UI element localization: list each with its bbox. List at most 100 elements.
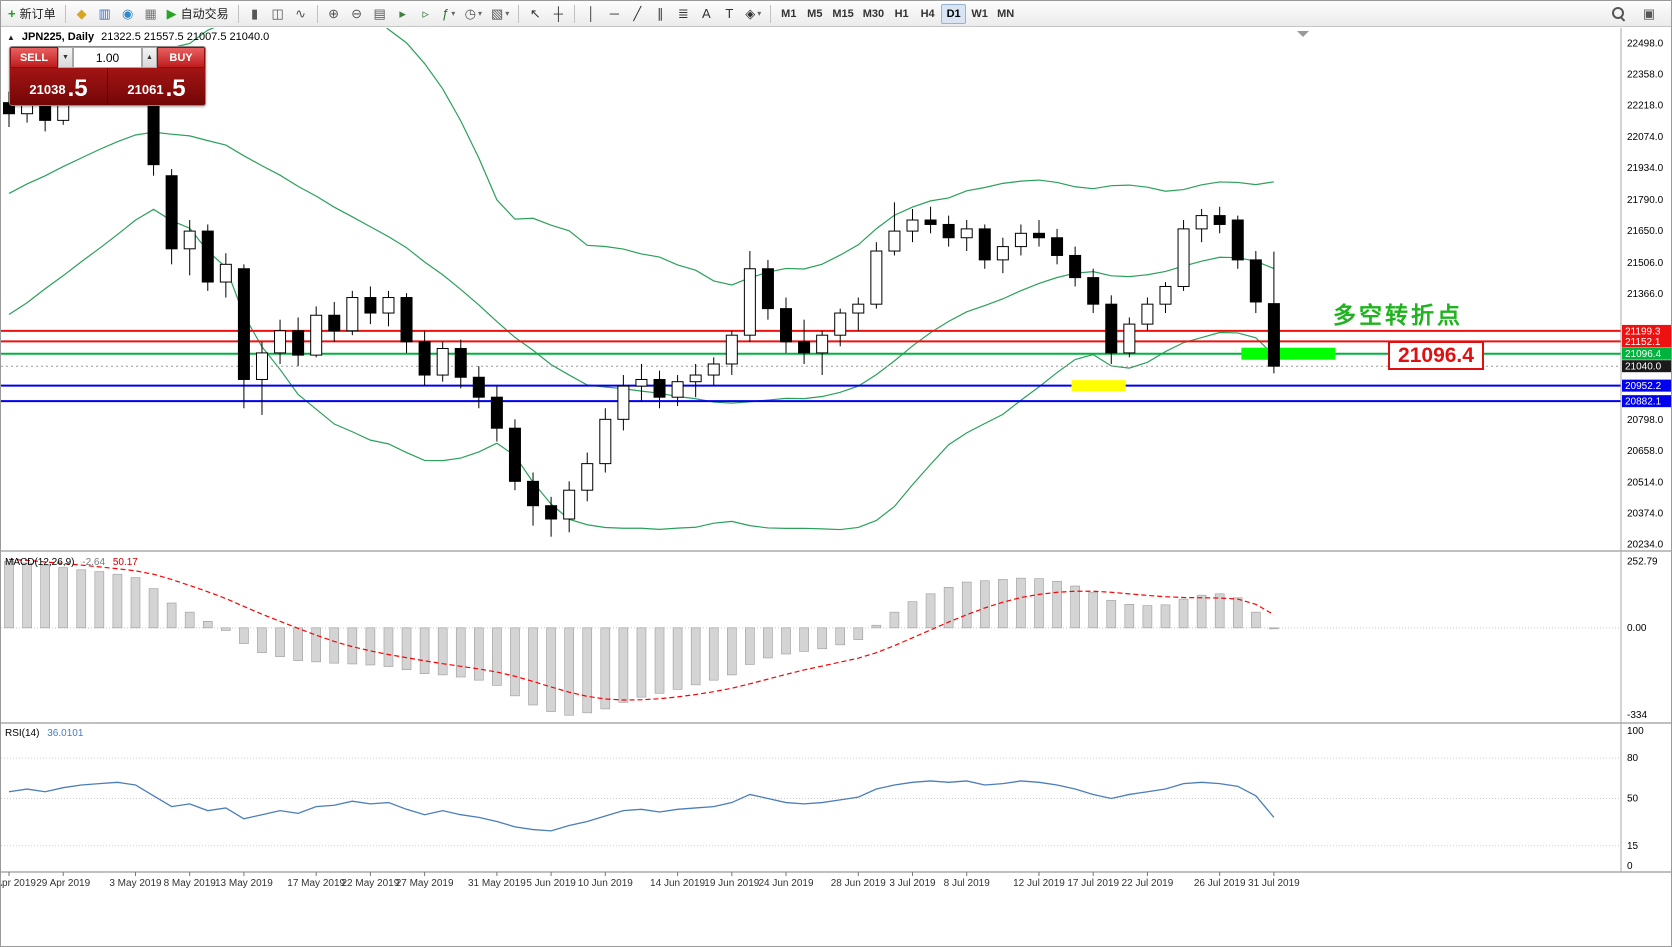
horizontal-line-icon: ─: [609, 6, 619, 21]
toolbar-separator: [770, 4, 772, 23]
svg-text:26 Jul 2019: 26 Jul 2019: [1194, 878, 1246, 889]
highlight-rects[interactable]: [1071, 347, 1336, 392]
one-click-collapse-arrow[interactable]: ▲: [7, 32, 15, 42]
trade-panel-prices: 21038 .5 21061 .5: [10, 68, 205, 105]
volume-down-button[interactable]: ▼: [58, 47, 73, 68]
chart-shift-marker[interactable]: [1297, 31, 1309, 37]
chart-canvas[interactable]: 22498.0 22358.0 22218.0 22074.0 21934.0 21790…: [1, 28, 1672, 947]
horizontal-line-button[interactable]: ─: [603, 3, 625, 25]
candlestick-chart-button[interactable]: ◫: [267, 3, 289, 25]
search-icon: [1611, 6, 1626, 21]
svg-text:22498.0: 22498.0: [1627, 38, 1664, 49]
timeframe-mn[interactable]: MN: [997, 7, 1015, 20]
main-toolbar: + 新订单 ◆ ▥ ◉ ▦ ▶ 自动交易 ▮ ◫ ∿ ⊕ ⊖ ▤ ▸ ▹ ƒ ▾ ◷ ▾ ▧ ▾ ↖ ┼ │ ─ ╱ ∥ ≣ A T ◈ ▾ M1…: [1, 1, 1671, 27]
svg-text:22358.0: 22358.0: [1627, 69, 1664, 80]
bar-chart-button[interactable]: ▮: [244, 3, 266, 25]
navigator-button[interactable]: ◉: [117, 3, 139, 25]
new-order-label: 新订单: [19, 7, 56, 21]
buy-button[interactable]: BUY: [157, 47, 205, 68]
svg-text:28 Jun 2019: 28 Jun 2019: [831, 878, 886, 889]
toolbar-right-group: ▣: [1607, 3, 1668, 25]
svg-text:10 Jun 2019: 10 Jun 2019: [578, 878, 633, 889]
market-watch-button[interactable]: ◆: [71, 3, 93, 25]
svg-text:20882.1: 20882.1: [1625, 397, 1662, 408]
svg-text:27 May 2019: 27 May 2019: [396, 878, 454, 889]
timeframe-h4[interactable]: H4: [920, 7, 935, 20]
svg-text:0.00: 0.00: [1627, 623, 1647, 634]
volume-up-button[interactable]: ▲: [142, 47, 157, 68]
vertical-line-icon: │: [587, 6, 596, 21]
data-window-button[interactable]: ▥: [94, 3, 116, 25]
volume-input[interactable]: [73, 47, 142, 68]
channel-button[interactable]: ∥: [649, 3, 671, 25]
indicators-button[interactable]: ƒ ▾: [438, 3, 460, 25]
annotation-turning-point[interactable]: 多空转折点: [1333, 302, 1463, 328]
shapes-icon: ◈: [745, 6, 756, 21]
svg-text:17 May 2019: 17 May 2019: [287, 878, 345, 889]
svg-text:19 Jun 2019: 19 Jun 2019: [704, 878, 759, 889]
timeframe-w1[interactable]: W1: [971, 7, 988, 20]
line-chart-button[interactable]: ∿: [290, 3, 312, 25]
fibonacci-icon: ≣: [677, 6, 689, 21]
timeframe-m15[interactable]: M15: [832, 7, 854, 20]
text-icon: A: [701, 6, 711, 21]
one-click-trading-panel: SELL ▼ ▲ BUY 21038 .5 21061 .5: [9, 46, 206, 106]
text-label-button[interactable]: T: [718, 3, 740, 25]
svg-text:50: 50: [1627, 794, 1639, 805]
annotation-price-box[interactable]: 21096.4: [1388, 341, 1484, 370]
buy-price-main: 21061: [127, 82, 164, 98]
line-chart-icon: ∿: [295, 6, 307, 21]
svg-text:21934.0: 21934.0: [1627, 163, 1664, 174]
crosshair-button[interactable]: ┼: [547, 3, 569, 25]
rsi-line: [8, 780, 1275, 832]
zoom-in-button[interactable]: ⊕: [323, 3, 345, 25]
sell-button[interactable]: SELL: [10, 47, 58, 68]
chart-shift-button[interactable]: ▹: [415, 3, 437, 25]
timeframe-h1[interactable]: H1: [894, 7, 909, 20]
toolbar-separator: [574, 4, 576, 23]
svg-text:20798.0: 20798.0: [1627, 415, 1664, 426]
rsi-name: RSI(14): [5, 728, 40, 739]
timeframe-m1[interactable]: M1: [781, 7, 797, 20]
search-button[interactable]: [1607, 3, 1630, 25]
toolbar-separator: [64, 4, 66, 23]
timeframe-m5[interactable]: M5: [807, 7, 823, 20]
shapes-button[interactable]: ◈ ▾: [741, 3, 765, 25]
toolbar-separator: [316, 4, 318, 23]
svg-text:22218.0: 22218.0: [1627, 100, 1664, 111]
autotrading-button[interactable]: ▶ 自动交易: [163, 3, 233, 25]
svg-text:21506.0: 21506.0: [1627, 258, 1664, 269]
trendline-button[interactable]: ╱: [626, 3, 648, 25]
auto-scroll-button[interactable]: ▸: [392, 3, 414, 25]
svg-text:20514.0: 20514.0: [1627, 478, 1664, 489]
vertical-line-button[interactable]: │: [580, 3, 602, 25]
svg-text:22 May 2019: 22 May 2019: [341, 878, 399, 889]
horizontal-levels[interactable]: [1, 329, 1621, 403]
svg-text:22074.0: 22074.0: [1627, 132, 1664, 143]
chart-profile-icon: ▣: [1642, 6, 1656, 21]
chart-profile-button[interactable]: ▣: [1638, 3, 1660, 25]
buy-price[interactable]: 21061 .5: [108, 68, 205, 105]
timeframe-d1[interactable]: D1: [941, 3, 967, 24]
text-button[interactable]: A: [695, 3, 717, 25]
candlestick-chart-icon: ◫: [271, 6, 284, 21]
chevron-down-icon: ▾: [477, 9, 482, 18]
periods-button[interactable]: ◷ ▾: [461, 3, 486, 25]
tile-windows-button[interactable]: ▤: [369, 3, 391, 25]
svg-text:21790.0: 21790.0: [1627, 195, 1664, 206]
timeframe-m30[interactable]: M30: [862, 7, 885, 20]
zoom-out-button[interactable]: ⊖: [346, 3, 368, 25]
templates-button[interactable]: ▧ ▾: [487, 3, 513, 25]
candlesticks: [3, 73, 1280, 537]
trade-panel-controls: SELL ▼ ▲ BUY: [10, 47, 205, 68]
sell-price[interactable]: 21038 .5: [10, 68, 107, 105]
sell-price-frac: .5: [67, 75, 88, 102]
svg-text:252.79: 252.79: [1627, 557, 1658, 568]
fibonacci-button[interactable]: ≣: [672, 3, 694, 25]
cursor-button[interactable]: ↖: [524, 3, 546, 25]
svg-text:-334: -334: [1627, 710, 1647, 721]
terminal-button[interactable]: ▦: [140, 3, 162, 25]
new-order-button[interactable]: + 新订单: [4, 3, 60, 25]
navigator-icon: ◉: [121, 6, 134, 21]
